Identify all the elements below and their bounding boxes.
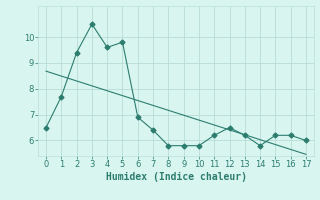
X-axis label: Humidex (Indice chaleur): Humidex (Indice chaleur) <box>106 172 246 182</box>
